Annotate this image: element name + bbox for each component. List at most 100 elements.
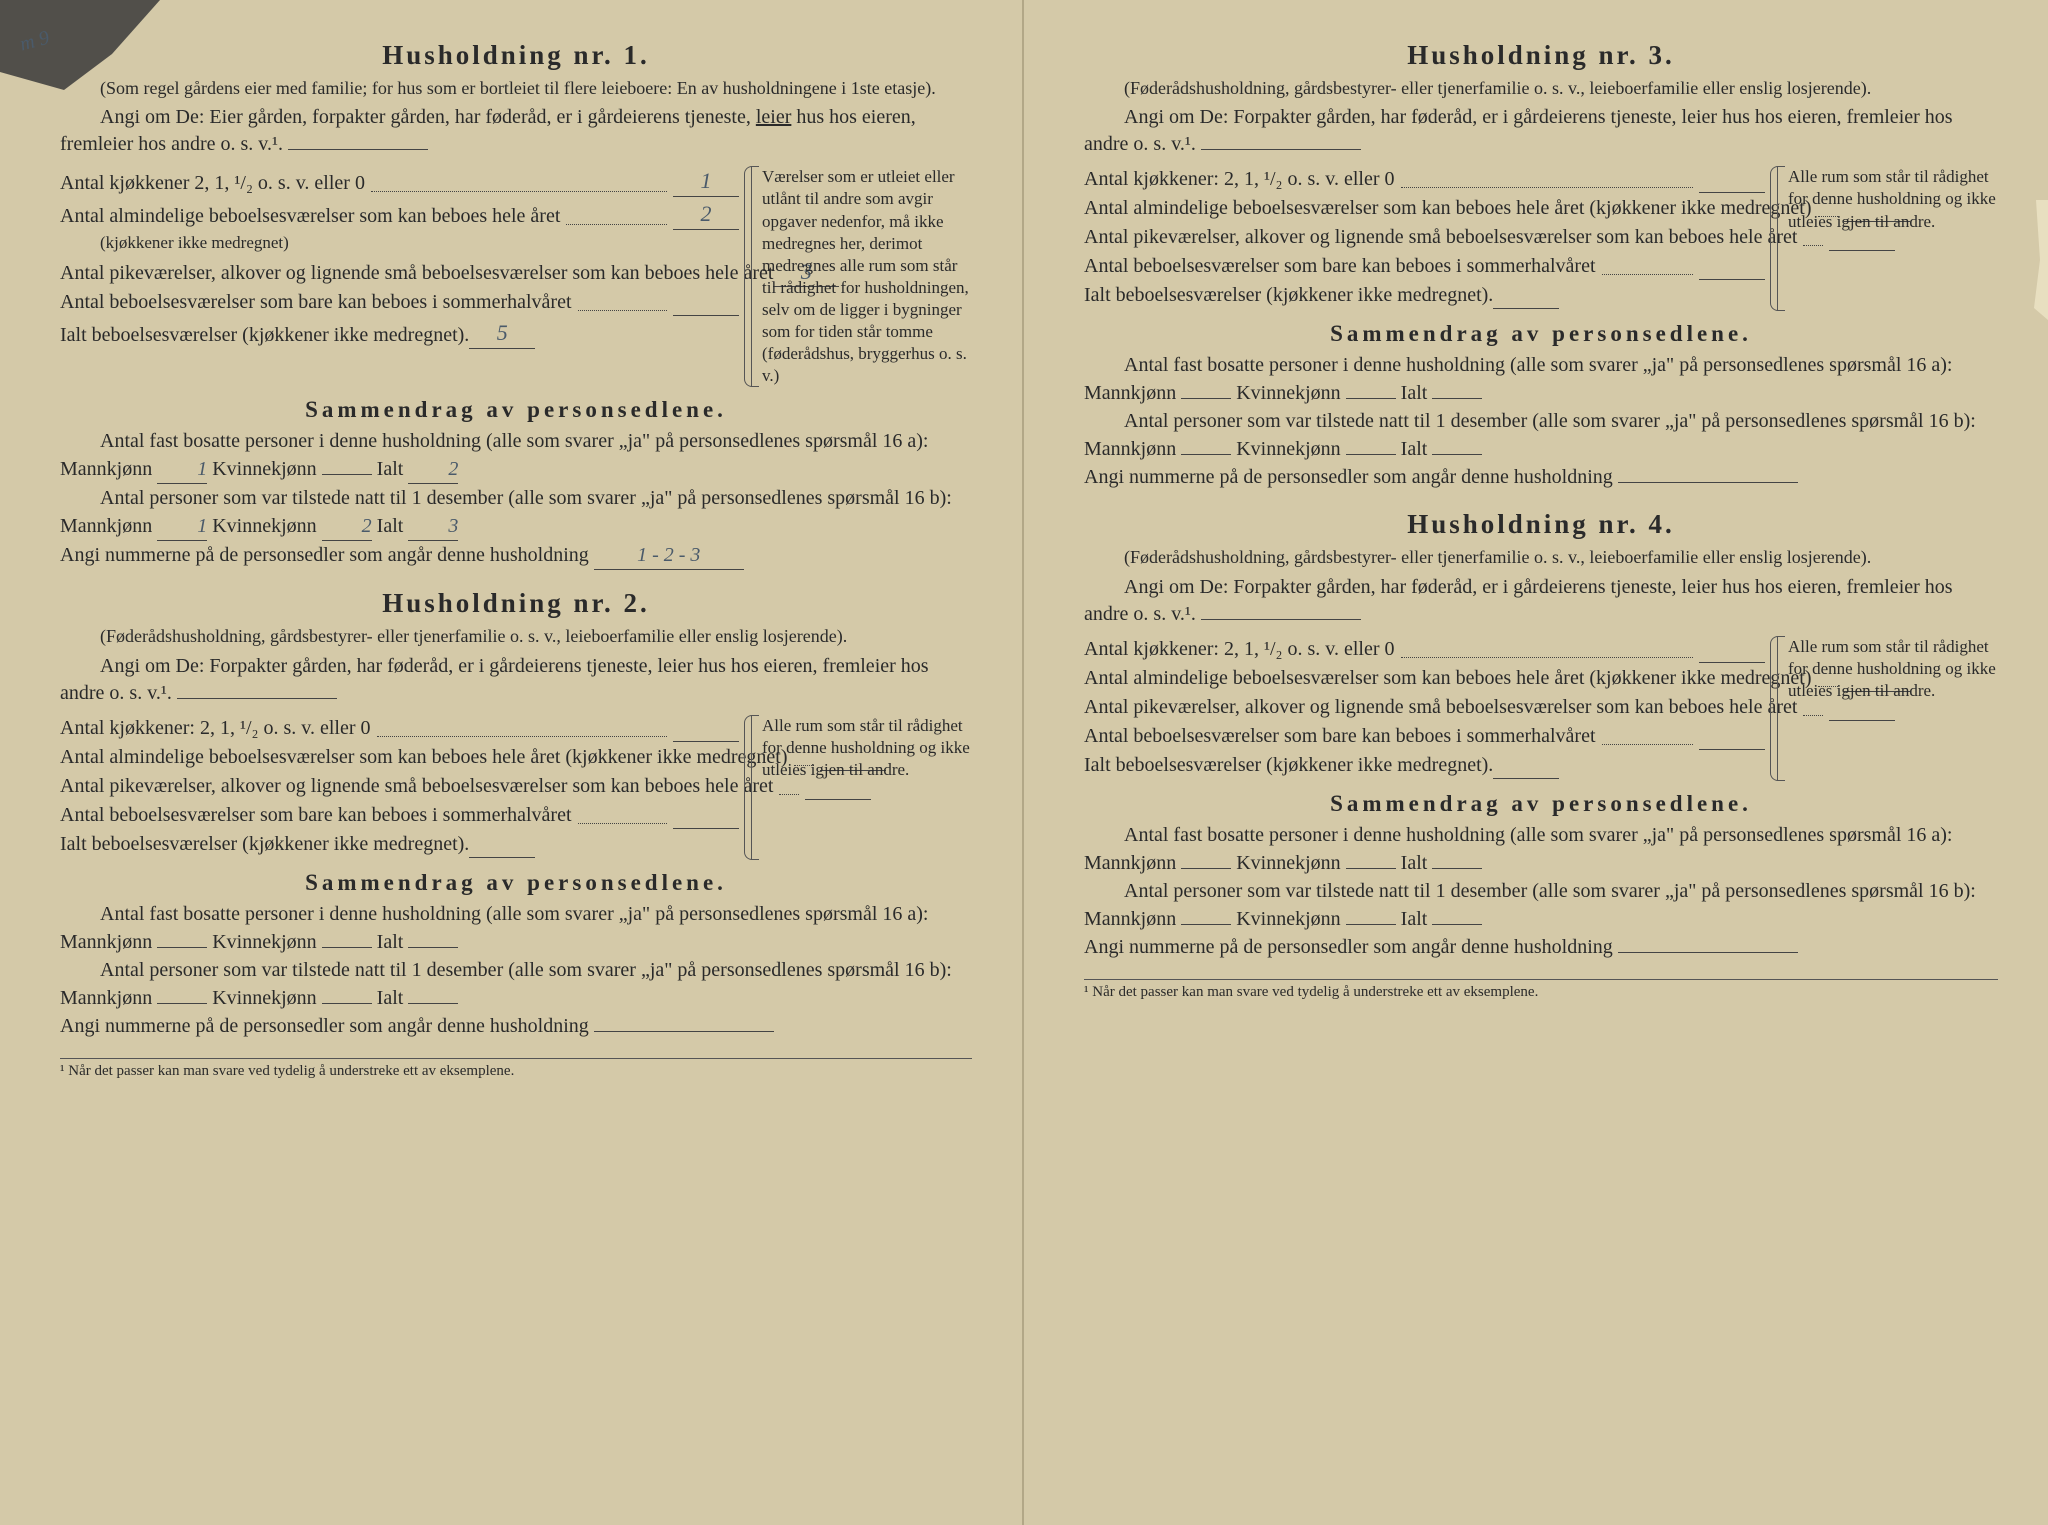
rooms-label: Antal almindelige beboelsesværelser som … bbox=[60, 744, 788, 771]
side-note-2: Alle rum som står til rådighet for denne… bbox=[751, 715, 972, 860]
edge-damage bbox=[2028, 200, 2048, 320]
q16b-male bbox=[1181, 924, 1231, 925]
q16b-male bbox=[157, 1003, 207, 1004]
section-instruction: Angi om De: Forpakter gården, har føderå… bbox=[60, 653, 972, 707]
total-value: 5 bbox=[469, 318, 535, 349]
q16a-total bbox=[408, 947, 458, 948]
q16b-female bbox=[322, 1003, 372, 1004]
angi-value bbox=[594, 1031, 774, 1032]
kitchen-value: 1 bbox=[673, 166, 739, 197]
section-note: (Føderådshusholdning, gårdsbestyrer- ell… bbox=[60, 625, 972, 648]
q16b-total bbox=[1432, 454, 1482, 455]
total-value bbox=[1493, 308, 1559, 309]
angi-value bbox=[1618, 482, 1798, 483]
q16a-total bbox=[1432, 868, 1482, 869]
total-label: Ialt beboelsesværelser (kjøkkener ikke m… bbox=[60, 831, 469, 858]
q16b-female bbox=[1346, 454, 1396, 455]
total-label: Ialt beboelsesværelser (kjøkkener ikke m… bbox=[60, 322, 469, 349]
q16a-female bbox=[322, 947, 372, 948]
angi-line: Angi nummerne på de personsedler som ang… bbox=[60, 541, 972, 570]
kitchen-label: Antal kjøkkener 2, 1, ¹/₂ o. s. v. eller… bbox=[60, 170, 365, 197]
room-counts: Antal kjøkkener: 2, 1, ¹/₂ o. s. v. elle… bbox=[1084, 166, 1998, 311]
left-page: m 9 Husholdning nr. 1. (Som regel gården… bbox=[0, 0, 1024, 1525]
summary-title: Sammendrag av personsedlene. bbox=[60, 397, 972, 423]
rooms-value: 2 bbox=[673, 199, 739, 230]
section-note: (Som regel gårdens eier med familie; for… bbox=[60, 77, 972, 100]
side-note-4: Alle rum som står til rådighet for denne… bbox=[1777, 636, 1998, 781]
q16a-female bbox=[1346, 868, 1396, 869]
section-title: Husholdning nr. 2. bbox=[60, 588, 972, 619]
q16b-female: 2 bbox=[322, 512, 372, 541]
total-value bbox=[469, 857, 535, 858]
q16a-male bbox=[1181, 868, 1231, 869]
angi-value bbox=[1618, 952, 1798, 953]
total-value bbox=[1493, 778, 1559, 779]
q16a-line: Antal fast bosatte personer i denne hush… bbox=[1084, 351, 1998, 407]
section-husholdning-1: Husholdning nr. 1. (Som regel gårdens ei… bbox=[60, 40, 972, 570]
alcove-label: Antal pikeværelser, alkover og lignende … bbox=[60, 260, 773, 287]
angi-line: Angi nummerne på de personsedler som ang… bbox=[60, 1012, 972, 1040]
q16a-male: 1 bbox=[157, 455, 207, 484]
room-counts: Antal kjøkkener: 2, 1, ¹/₂ o. s. v. elle… bbox=[1084, 636, 1998, 781]
angi-line: Angi nummerne på de personsedler som ang… bbox=[1084, 933, 1998, 961]
q16b-line: Antal personer som var tilstede natt til… bbox=[60, 484, 972, 541]
section-husholdning-4: Husholdning nr. 4. (Føderådshusholdning,… bbox=[1084, 509, 1998, 960]
summer-label: Antal beboelsesværelser som bare kan beb… bbox=[1084, 253, 1596, 280]
right-page: Husholdning nr. 3. (Føderådshusholdning,… bbox=[1024, 0, 2048, 1525]
q16a-female bbox=[322, 474, 372, 475]
section-instruction: Angi om De: Eier gården, forpakter gårde… bbox=[60, 104, 972, 158]
section-husholdning-3: Husholdning nr. 3. (Føderådshusholdning,… bbox=[1084, 40, 1998, 491]
room-counts: Antal kjøkkener 2, 1, ¹/₂ o. s. v. eller… bbox=[60, 166, 972, 387]
section-title: Husholdning nr. 4. bbox=[1084, 509, 1998, 540]
summer-value bbox=[673, 828, 739, 829]
kitchen-label: Antal kjøkkener: 2, 1, ¹/₂ o. s. v. elle… bbox=[60, 715, 371, 742]
section-note: (Føderådshusholdning, gårdsbestyrer- ell… bbox=[1084, 77, 1998, 100]
footnote-right: ¹ Når det passer kan man svare ved tydel… bbox=[1084, 979, 1998, 1001]
q16a-line: Antal fast bosatte personer i denne hush… bbox=[60, 427, 972, 484]
q16b-total bbox=[408, 1003, 458, 1004]
kitchen-label: Antal kjøkkener: 2, 1, ¹/₂ o. s. v. elle… bbox=[1084, 636, 1395, 663]
rooms-label: Antal almindelige beboelsesværelser som … bbox=[1084, 665, 1812, 692]
q16b-total: 3 bbox=[408, 512, 458, 541]
section-instruction: Angi om De: Forpakter gården, har føderå… bbox=[1084, 574, 1998, 628]
summer-value bbox=[1699, 279, 1765, 280]
side-note-3: Alle rum som står til rådighet for denne… bbox=[1777, 166, 1998, 311]
total-label: Ialt beboelsesværelser (kjøkkener ikke m… bbox=[1084, 282, 1493, 309]
q16a-female bbox=[1346, 398, 1396, 399]
q16b-line: Antal personer som var tilstede natt til… bbox=[60, 956, 972, 1012]
q16b-line: Antal personer som var tilstede natt til… bbox=[1084, 407, 1998, 463]
alcove-label: Antal pikeværelser, alkover og lignende … bbox=[1084, 224, 1797, 251]
summer-value bbox=[1699, 749, 1765, 750]
section-title: Husholdning nr. 1. bbox=[60, 40, 972, 71]
summer-label: Antal beboelsesværelser som bare kan beb… bbox=[60, 802, 572, 829]
q16a-male bbox=[1181, 398, 1231, 399]
rooms-label: Antal almindelige beboelsesværelser som … bbox=[60, 203, 560, 230]
kitchen-value bbox=[673, 741, 739, 742]
side-note-1: Værelser som er utleiet eller utlånt til… bbox=[751, 166, 972, 387]
summer-value bbox=[673, 315, 739, 316]
rooms-label: Antal almindelige beboelsesværelser som … bbox=[1084, 195, 1812, 222]
q16a-line: Antal fast bosatte personer i denne hush… bbox=[60, 900, 972, 956]
angi-value: 1 - 2 - 3 bbox=[594, 541, 744, 570]
q16b-male bbox=[1181, 454, 1231, 455]
q16b-total bbox=[1432, 924, 1482, 925]
summary-title: Sammendrag av personsedlene. bbox=[1084, 321, 1998, 347]
q16b-female bbox=[1346, 924, 1396, 925]
summary-title: Sammendrag av personsedlene. bbox=[60, 870, 972, 896]
angi-line: Angi nummerne på de personsedler som ang… bbox=[1084, 463, 1998, 491]
kitchen-value bbox=[1699, 192, 1765, 193]
summer-label: Antal beboelsesværelser som bare kan beb… bbox=[60, 289, 572, 316]
q16b-male: 1 bbox=[157, 512, 207, 541]
summary-title: Sammendrag av personsedlene. bbox=[1084, 791, 1998, 817]
total-label: Ialt beboelsesværelser (kjøkkener ikke m… bbox=[1084, 752, 1493, 779]
section-note: (Føderådshusholdning, gårdsbestyrer- ell… bbox=[1084, 546, 1998, 569]
alcove-label: Antal pikeværelser, alkover og lignende … bbox=[1084, 694, 1797, 721]
q16a-total: 2 bbox=[408, 455, 458, 484]
section-title: Husholdning nr. 3. bbox=[1084, 40, 1998, 71]
q16a-total bbox=[1432, 398, 1482, 399]
q16a-line: Antal fast bosatte personer i denne hush… bbox=[1084, 821, 1998, 877]
footnote-left: ¹ Når det passer kan man svare ved tydel… bbox=[60, 1058, 972, 1080]
alcove-label: Antal pikeværelser, alkover og lignende … bbox=[60, 773, 773, 800]
room-counts: Antal kjøkkener: 2, 1, ¹/₂ o. s. v. elle… bbox=[60, 715, 972, 860]
kitchen-label: Antal kjøkkener: 2, 1, ¹/₂ o. s. v. elle… bbox=[1084, 166, 1395, 193]
